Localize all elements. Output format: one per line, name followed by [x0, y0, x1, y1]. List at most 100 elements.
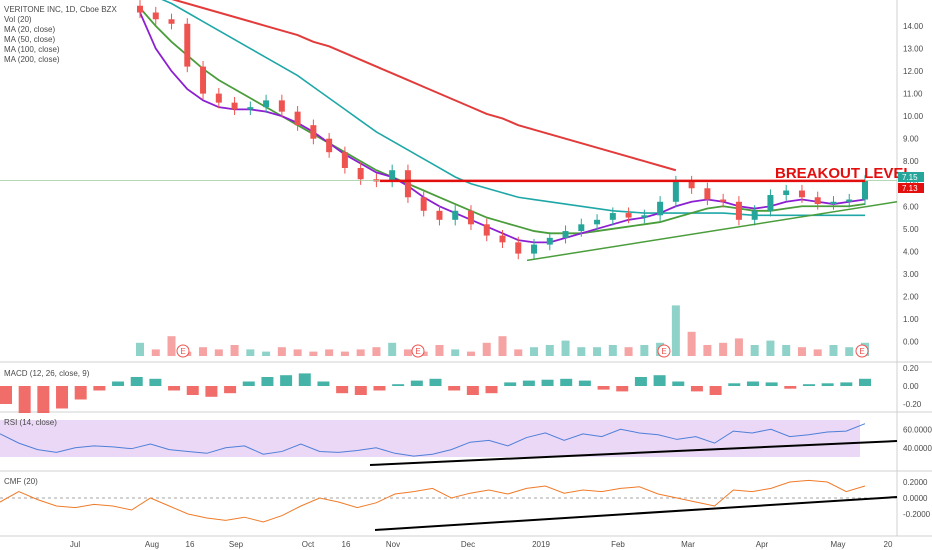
candle-body — [137, 5, 143, 13]
macd-histogram-bar — [840, 382, 853, 386]
volume-bar — [561, 340, 570, 356]
volume-bar — [593, 347, 602, 356]
time-tick-label: May — [830, 540, 845, 549]
price-tick-label: 3.00 — [903, 270, 919, 279]
rsi-trendline — [369, 440, 898, 466]
macd-histogram-bar — [672, 381, 685, 386]
price-tick-label: 4.00 — [903, 247, 919, 256]
candle-body — [152, 12, 159, 20]
macd-histogram-bar — [0, 386, 12, 404]
cmf-tick-label: 0.2000 — [903, 478, 928, 487]
candle-body — [326, 138, 333, 153]
volume-bar — [340, 351, 349, 356]
candle-body — [814, 197, 821, 205]
volume-bar — [734, 338, 743, 356]
last-price-value: 7.15 — [902, 173, 918, 182]
macd-histogram-bar — [93, 386, 106, 391]
candle-body — [467, 210, 474, 225]
candle-body — [247, 107, 254, 110]
indicator-panels: 0.20 0.00 -0.20 60.0000 40.0000 0.2000 0.0000 -… — [0, 364, 932, 531]
macd-histogram-bar — [746, 381, 759, 386]
candles — [137, 0, 868, 260]
candle-body — [341, 152, 348, 168]
volume-bar — [293, 349, 302, 356]
axes: 14.0013.0012.0011.0010.009.008.007.006.0… — [70, 22, 924, 549]
macd-histogram-bar — [578, 380, 591, 386]
volume-bar — [214, 349, 223, 356]
candle-body — [798, 190, 805, 198]
volume-bar — [325, 349, 334, 356]
cmf-tick-label: -0.2000 — [903, 510, 931, 519]
macd-histogram-bar — [859, 378, 871, 386]
volume-bar — [797, 347, 806, 356]
price-tick-label: 6.00 — [903, 202, 919, 211]
volume-bar — [687, 331, 696, 356]
ma50-line — [139, 7, 866, 235]
macd-histogram-bar — [821, 383, 834, 386]
ascending-trendline — [526, 201, 898, 262]
candle-body — [862, 180, 868, 200]
earnings-marker-label: E — [415, 347, 420, 356]
macd-histogram-bar — [690, 386, 703, 392]
cmf-line — [0, 479, 866, 523]
volume-bar — [451, 349, 460, 356]
volume-bar — [151, 349, 160, 356]
candle-body — [688, 181, 695, 189]
price-tick-label: 9.00 — [903, 135, 919, 144]
volume-bar — [466, 351, 475, 356]
time-tick-label: Sep — [229, 540, 244, 549]
macd-histogram-bar — [354, 386, 367, 395]
price-tick-label: 10.00 — [903, 112, 924, 121]
rsi-tick-label: 60.0000 — [903, 425, 932, 434]
time-tick-label: Feb — [611, 540, 625, 549]
candle-body — [310, 125, 317, 139]
candle-body — [531, 244, 538, 254]
macd-histogram-bar — [504, 382, 517, 386]
earnings-marker-label: E — [661, 347, 666, 356]
macd-histogram-bar — [130, 377, 143, 386]
volume-bar — [813, 349, 822, 356]
ma200-line — [171, 0, 677, 172]
legend-vol: Vol (20) — [4, 15, 32, 24]
candle-body — [546, 237, 553, 245]
candle-body — [436, 210, 443, 220]
macd-label: MACD (12, 26, close, 9) — [4, 369, 90, 378]
candle-body — [231, 102, 238, 110]
macd-histogram-bar — [336, 386, 349, 394]
volume-bar — [246, 349, 255, 356]
macd-histogram-bar — [373, 386, 386, 391]
volume-bar — [136, 342, 144, 356]
volume-bar — [750, 345, 759, 356]
volume-bar — [719, 342, 728, 356]
macd-histogram-bar — [410, 380, 423, 386]
candle-body — [735, 201, 742, 220]
time-tick-label: Dec — [461, 540, 475, 549]
macd-histogram-bar — [522, 380, 535, 386]
candle-body — [357, 167, 364, 180]
volume-bar — [167, 336, 176, 356]
macd-histogram-bar — [429, 378, 442, 386]
macd-histogram-bar — [168, 386, 181, 391]
price-tick-label: 1.00 — [903, 315, 919, 324]
candle-body — [562, 231, 569, 238]
earnings-marker — [411, 344, 425, 358]
earnings-marker-label: E — [859, 347, 864, 356]
macd-histogram-bar — [784, 386, 797, 389]
time-tick-label: Jul — [70, 540, 80, 549]
candle-body — [515, 242, 522, 254]
macd-histogram-bar — [186, 386, 199, 395]
earnings-marker — [176, 344, 190, 358]
macd-histogram-bar — [541, 379, 554, 386]
candle-body — [278, 100, 285, 112]
rsi-label: RSI (14, close) — [4, 418, 57, 427]
candle-body — [200, 66, 207, 94]
volume-bar — [545, 345, 554, 356]
candle-body — [578, 224, 585, 232]
volume-bar — [608, 345, 617, 356]
price-tick-label: 13.00 — [903, 45, 924, 54]
volume-bar — [277, 347, 286, 356]
macd-histogram-bar — [317, 381, 330, 386]
price-tick-label: 14.00 — [903, 22, 924, 31]
macd-histogram-bar — [205, 386, 218, 397]
